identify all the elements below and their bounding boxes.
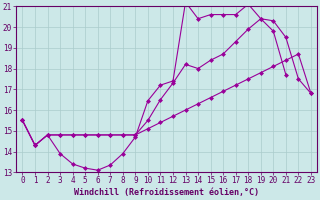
- X-axis label: Windchill (Refroidissement éolien,°C): Windchill (Refroidissement éolien,°C): [74, 188, 259, 197]
